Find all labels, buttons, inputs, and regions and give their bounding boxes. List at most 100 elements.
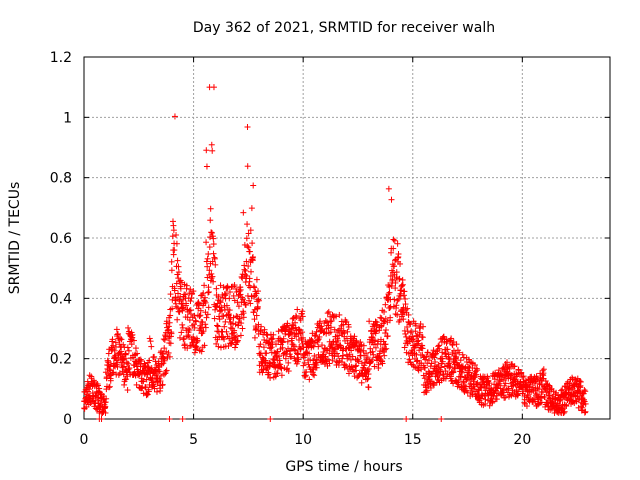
- data-point: [295, 350, 302, 357]
- data-point: [439, 349, 446, 356]
- data-point: [386, 289, 393, 296]
- data-point: [217, 299, 224, 306]
- data-point: [91, 378, 98, 385]
- data-point: [167, 340, 174, 347]
- data-point: [249, 240, 256, 247]
- data-point: [349, 353, 356, 360]
- data-point: [120, 363, 127, 370]
- data-point: [234, 338, 241, 345]
- data-point: [285, 368, 292, 375]
- data-point: [268, 344, 275, 351]
- data-point: [433, 348, 440, 355]
- data-point: [404, 305, 411, 312]
- data-point: [422, 364, 429, 371]
- data-point: [167, 312, 174, 319]
- data-point: [420, 323, 427, 330]
- data-point: [331, 346, 338, 353]
- data-point: [416, 329, 423, 336]
- data-point: [306, 350, 313, 357]
- data-point: [239, 325, 246, 332]
- data-point: [428, 360, 435, 367]
- data-point: [187, 311, 194, 318]
- data-point: [421, 375, 428, 382]
- data-point: [244, 243, 251, 250]
- data-point: [234, 337, 241, 344]
- data-point: [238, 320, 245, 327]
- data-point: [336, 325, 343, 332]
- data-point: [245, 244, 252, 251]
- data-point: [166, 353, 173, 360]
- data-point: [341, 330, 348, 337]
- data-point: [391, 237, 398, 244]
- data-point: [413, 322, 420, 329]
- y-tick-label: 0: [63, 412, 72, 428]
- data-point: [232, 344, 239, 351]
- data-point: [183, 300, 190, 307]
- data-point: [103, 395, 110, 402]
- data-point: [210, 250, 217, 257]
- data-point: [114, 331, 121, 338]
- data-point: [396, 275, 403, 282]
- data-point: [129, 331, 136, 338]
- data-point: [372, 344, 379, 351]
- data-point: [375, 361, 382, 368]
- data-point: [333, 350, 340, 357]
- data-point: [372, 318, 379, 325]
- data-point: [424, 349, 431, 356]
- data-point: [254, 303, 261, 310]
- data-point: [183, 282, 190, 289]
- data-point: [274, 348, 281, 355]
- data-point: [153, 388, 160, 395]
- data-point: [363, 350, 370, 357]
- data-point: [205, 304, 212, 311]
- data-point: [405, 311, 412, 318]
- data-point: [179, 304, 186, 311]
- data-point: [369, 337, 376, 344]
- data-point: [297, 317, 304, 324]
- data-point: [333, 313, 340, 320]
- data-point: [86, 386, 93, 393]
- data-point: [210, 84, 217, 91]
- data-point: [192, 318, 199, 325]
- data-point: [214, 322, 221, 329]
- data-point: [383, 345, 390, 352]
- data-point: [366, 318, 373, 325]
- data-point: [201, 342, 208, 349]
- data-point: [118, 336, 125, 343]
- data-point: [344, 328, 351, 335]
- data-point: [265, 371, 272, 378]
- data-point: [233, 313, 240, 320]
- data-point: [274, 370, 281, 377]
- data-point: [230, 320, 237, 327]
- data-point: [310, 371, 317, 378]
- data-point: [425, 357, 432, 364]
- data-point: [201, 282, 208, 289]
- data-point: [347, 356, 354, 363]
- data-point: [138, 358, 145, 365]
- data-point: [226, 307, 233, 314]
- data-point: [177, 285, 184, 292]
- y-tick-label: 0.4: [50, 291, 72, 307]
- data-point: [336, 332, 343, 339]
- data-point: [176, 278, 183, 285]
- data-point: [300, 362, 307, 369]
- data-point: [215, 293, 222, 300]
- data-point: [147, 338, 154, 345]
- data-point: [146, 335, 153, 342]
- data-point: [369, 356, 376, 363]
- data-point: [253, 276, 260, 283]
- data-point: [299, 334, 306, 341]
- data-point: [94, 396, 101, 403]
- data-point: [295, 356, 302, 363]
- data-point: [205, 288, 212, 295]
- data-point: [237, 332, 244, 339]
- data-point: [196, 313, 203, 320]
- data-point: [328, 317, 335, 324]
- data-point: [233, 288, 240, 295]
- data-point: [242, 301, 249, 308]
- data-point: [387, 273, 394, 280]
- data-point: [224, 284, 231, 291]
- data-point: [279, 339, 286, 346]
- data-point: [261, 326, 268, 333]
